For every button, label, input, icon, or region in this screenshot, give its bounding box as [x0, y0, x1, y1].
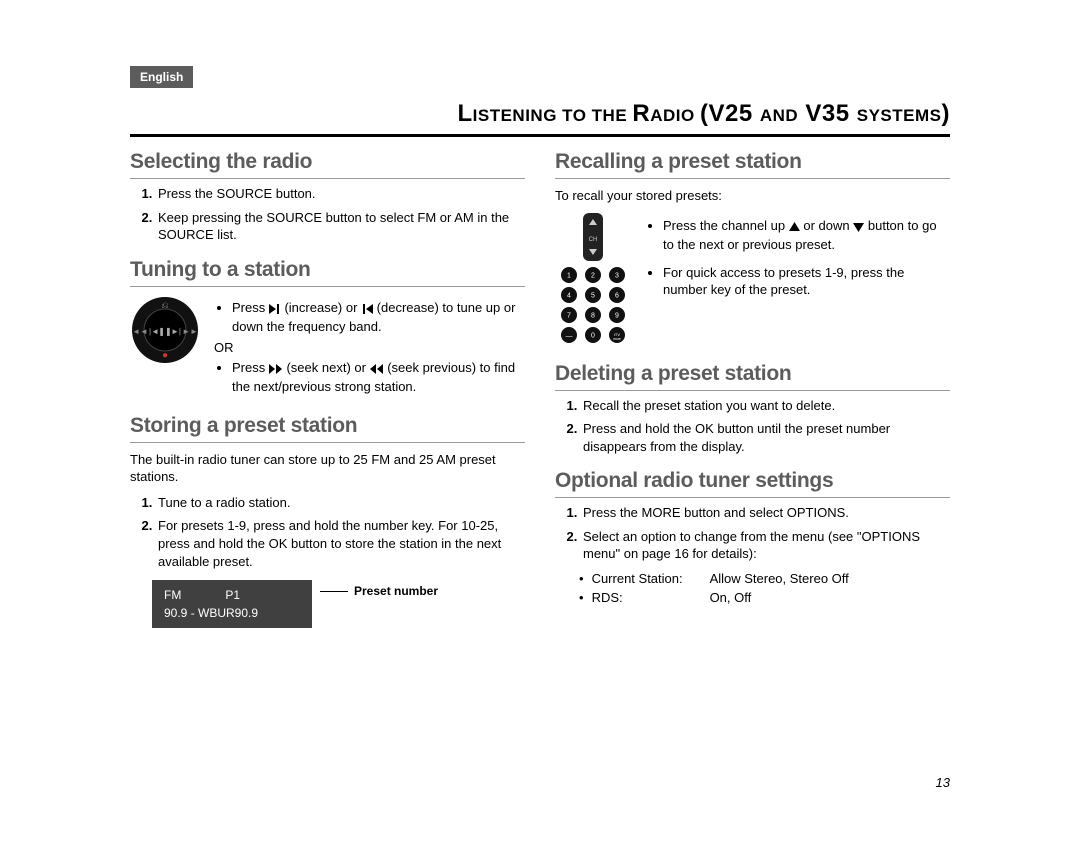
svg-text:CH: CH: [589, 237, 598, 243]
deleting-list: Recall the preset station you want to de…: [555, 397, 950, 456]
callout-text: Preset number: [354, 584, 438, 598]
tb2a: Press: [232, 360, 269, 375]
heading-storing: Storing a preset station: [130, 414, 525, 443]
svg-text:2: 2: [591, 272, 595, 279]
svg-text:►|: ►|: [171, 327, 181, 336]
heading-deleting: Deleting a preset station: [555, 362, 950, 391]
svg-text:7: 7: [567, 312, 571, 319]
skip-next-icon: [269, 301, 281, 319]
optional-step-2: Select an option to change from the menu…: [581, 528, 950, 563]
language-tab: English: [130, 66, 193, 88]
lcd-display: FM P1 90.9 - WBUR90.9: [152, 580, 312, 628]
tuning-text: Press (increase) or (decrease) to tune u…: [214, 295, 525, 400]
selecting-list: Press the SOURCE button. Keep pressing t…: [130, 185, 525, 244]
lcd-line2: 90.9 - WBUR90.9: [164, 604, 300, 622]
recalling-row: CH 123 456 789 —0iTVmore: [555, 213, 950, 348]
option-row-1: Current Station: Allow Stereo, Stereo Of…: [579, 569, 950, 589]
tb1a: Press: [232, 300, 269, 315]
t7: V35: [798, 100, 857, 127]
t8: SYSTEMS: [857, 106, 942, 125]
opt2-value: On, Off: [710, 588, 752, 608]
t1: L: [457, 100, 472, 127]
svg-text:—: —: [566, 333, 573, 340]
options-sublist: Current Station: Allow Stereo, Stereo Of…: [555, 569, 950, 608]
callout-line: [320, 591, 348, 592]
remote-keypad-icon: CH 123 456 789 —0iTVmore: [555, 213, 631, 348]
t9: ): [942, 100, 951, 127]
right-column: Recalling a preset station To recall you…: [555, 150, 950, 628]
deleting-step-2: Press and hold the OK button until the p…: [581, 420, 950, 455]
t6: AND: [760, 106, 798, 125]
lcd-display-wrap: FM P1 90.9 - WBUR90.9 Preset number: [152, 580, 525, 628]
heading-tuning: Tuning to a station: [130, 258, 525, 287]
optional-list: Press the MORE button and select OPTIONS…: [555, 504, 950, 563]
seek-next-icon: [269, 361, 283, 379]
page-title-wrap: LISTENING TO THE RADIO (V25 AND V35 SYST…: [130, 100, 950, 137]
heading-optional: Optional radio tuner settings: [555, 469, 950, 498]
lcd-band: FM: [164, 586, 181, 604]
svg-text:6: 6: [615, 292, 619, 299]
t5: (V25: [700, 100, 760, 127]
svg-text:5: 5: [591, 292, 595, 299]
recalling-bullet-2: For quick access to presets 1-9, press t…: [663, 264, 950, 299]
recalling-bullet-1: Press the channel up or down button to g…: [663, 217, 950, 254]
nav-wheel-icon: ⎌ ● ◄◄ ►► |◄ ❚❚ ►|: [130, 295, 200, 370]
storing-step-1: Tune to a radio station.: [156, 494, 525, 512]
svg-text:⎌: ⎌: [161, 300, 168, 310]
svg-text:3: 3: [615, 272, 619, 279]
skip-prev-icon: [361, 301, 373, 319]
recalling-intro: To recall your stored presets:: [555, 187, 950, 205]
lcd-preset: P1: [225, 586, 240, 604]
svg-text:8: 8: [591, 312, 595, 319]
selecting-step-1: Press the SOURCE button.: [156, 185, 525, 203]
storing-intro: The built-in radio tuner can store up to…: [130, 451, 525, 486]
svg-text:4: 4: [567, 292, 571, 299]
tuning-row: ⎌ ● ◄◄ ►► |◄ ❚❚ ►| Press: [130, 295, 525, 400]
title-rule: [130, 134, 950, 137]
svg-text:◄◄: ◄◄: [132, 327, 148, 336]
svg-text:❚❚: ❚❚: [158, 327, 171, 336]
arrow-down-icon: [853, 219, 864, 237]
svg-text:0: 0: [591, 332, 595, 339]
rb1b: or down: [803, 218, 853, 233]
rb1a: Press the channel up: [663, 218, 789, 233]
recalling-text: Press the channel up or down button to g…: [645, 213, 950, 303]
heading-recalling: Recalling a preset station: [555, 150, 950, 179]
tuning-or: OR: [214, 340, 525, 355]
t3: R: [632, 100, 650, 127]
svg-text:9: 9: [615, 312, 619, 319]
optional-step-1: Press the MORE button and select OPTIONS…: [581, 504, 950, 522]
opt1-value: Allow Stereo, Stereo Off: [710, 569, 849, 589]
opt1-label: Current Station:: [592, 569, 710, 589]
left-column: Selecting the radio Press the SOURCE but…: [130, 150, 525, 628]
seek-prev-icon: [370, 361, 384, 379]
t4: ADIO: [650, 106, 700, 125]
tuning-bullet-1: Press (increase) or (decrease) to tune u…: [232, 299, 525, 336]
storing-list: Tune to a radio station. For presets 1-9…: [130, 494, 525, 570]
svg-text:►►: ►►: [182, 327, 198, 336]
opt2-label: RDS:: [592, 588, 710, 608]
svg-text:more: more: [613, 337, 621, 341]
selecting-step-2: Keep pressing the SOURCE button to selec…: [156, 209, 525, 244]
t2: ISTENING TO THE: [473, 106, 633, 125]
arrow-up-icon: [789, 219, 800, 237]
heading-selecting: Selecting the radio: [130, 150, 525, 179]
deleting-step-1: Recall the preset station you want to de…: [581, 397, 950, 415]
tb1b: (increase) or: [284, 300, 361, 315]
page-title: LISTENING TO THE RADIO (V25 AND V35 SYST…: [457, 101, 950, 126]
svg-text:●: ●: [162, 350, 168, 361]
tb2b: (seek next) or: [286, 360, 369, 375]
page-number: 13: [936, 775, 950, 790]
svg-text:1: 1: [567, 272, 571, 279]
option-row-2: RDS: On, Off: [579, 588, 950, 608]
content-columns: Selecting the radio Press the SOURCE but…: [130, 150, 950, 628]
lcd-callout: Preset number: [320, 580, 438, 598]
tuning-bullet-2: Press (seek next) or (seek previous) to …: [232, 359, 525, 396]
storing-step-2: For presets 1-9, press and hold the numb…: [156, 517, 525, 570]
